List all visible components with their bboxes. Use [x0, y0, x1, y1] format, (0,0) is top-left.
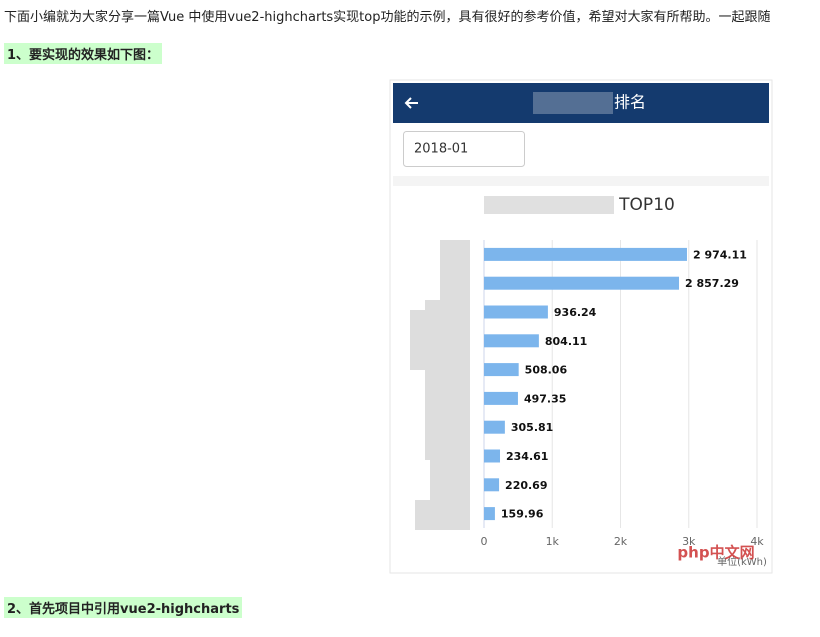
- intro: 下面小编就为大家分享一篇Vue 中使用vue2-highcharts实现top功…: [4, 10, 771, 25]
- section-heading: 2、首先项目中引用vue2-highcharts: [4, 597, 243, 618]
- bar: [484, 420, 505, 434]
- bar: [484, 334, 539, 348]
- date-value: 2018-01: [414, 142, 468, 157]
- value-label: 2 857.29: [685, 277, 739, 290]
- date-input[interactable]: [403, 131, 525, 167]
- value-label: 497.35: [524, 392, 566, 405]
- back-icon[interactable]: [404, 97, 418, 109]
- value-label: 508.06: [525, 364, 568, 377]
- bar: [484, 391, 518, 405]
- value-label: 936.24: [554, 306, 597, 319]
- x-tick-label: 4k: [750, 535, 764, 548]
- bar: [484, 305, 548, 319]
- value-label: 220.69: [505, 479, 547, 492]
- value-label: 804.11: [545, 335, 587, 348]
- x-tick-label: 2k: [614, 535, 628, 548]
- bar: [484, 478, 500, 492]
- blur: [533, 92, 613, 114]
- chart-title: TOP10: [618, 195, 675, 215]
- unit-label: 单位(kWh): [717, 555, 767, 568]
- watermark: php中文网: [677, 544, 754, 562]
- value-label: 305.81: [511, 421, 553, 434]
- bar: [484, 363, 519, 377]
- value-label: 159.96: [501, 508, 544, 521]
- bar: [484, 276, 680, 290]
- value-label: 234.61: [506, 450, 548, 463]
- blur: [484, 196, 614, 214]
- divider: [393, 176, 769, 186]
- bar: [484, 449, 501, 463]
- bar: [484, 507, 495, 521]
- section-heading: 1、要实现的效果如下图：: [4, 43, 163, 64]
- bar: [484, 247, 687, 261]
- x-tick-label: 3k: [682, 535, 696, 548]
- x-tick-label: 0: [481, 535, 488, 548]
- value-label: 2 974.11: [693, 248, 747, 261]
- blur-labels: [410, 240, 470, 530]
- x-tick-label: 1k: [546, 535, 560, 548]
- header-title: 排名: [614, 93, 646, 112]
